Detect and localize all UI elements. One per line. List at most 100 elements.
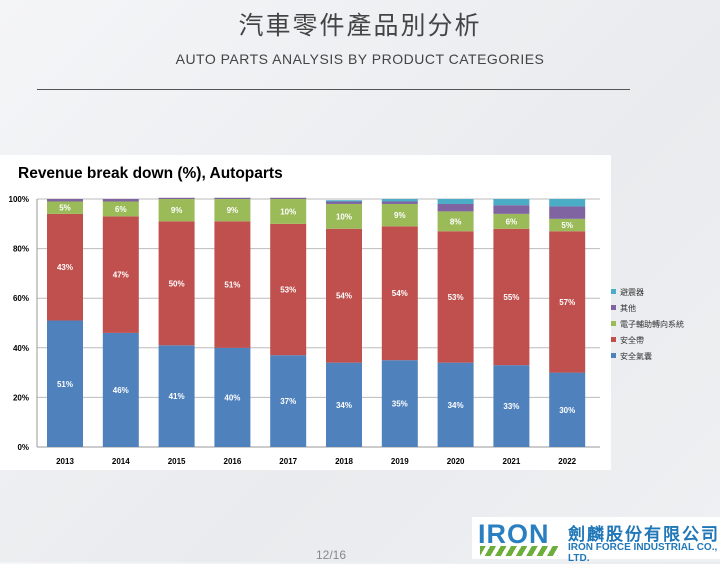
company-logo: IRON 劍麟股份有限公司 IRON FORCE INDUSTRIAL CO.,… — [472, 517, 720, 564]
x-tick-label: 2014 — [112, 457, 130, 466]
bar-segment — [381, 203, 418, 227]
bar-segment — [437, 203, 474, 212]
data-label: 51% — [57, 380, 73, 389]
data-label: 34% — [336, 401, 352, 410]
bar-segment — [381, 226, 418, 361]
chart-card: Revenue break down (%), Autoparts 0% 20% 4… — [0, 155, 684, 470]
bar-segment — [437, 231, 474, 363]
logo-brand: IRON — [478, 519, 550, 549]
logo-stripes — [480, 546, 558, 556]
bar-segment — [381, 201, 418, 204]
bar-segment — [102, 216, 139, 333]
bar-segment — [549, 231, 586, 373]
data-label: 10% — [336, 212, 352, 221]
page-number: 12/16 — [316, 548, 347, 562]
bar-segment — [326, 203, 362, 229]
bar-segment — [102, 332, 139, 447]
data-label: 9% — [394, 211, 406, 220]
bar-segment — [102, 199, 139, 202]
data-label: 46% — [113, 386, 129, 395]
bar-segment — [493, 228, 530, 366]
bar-segment — [270, 199, 307, 224]
legend-label: 電子輔助轉向系統 — [620, 319, 684, 329]
data-label: 5% — [561, 221, 573, 230]
slide-title: 汽車零件產品別分析 — [238, 11, 482, 40]
data-label: 51% — [224, 281, 240, 290]
y-tick-label: 20% — [13, 393, 29, 402]
bar-segment — [158, 221, 195, 346]
bar-segment — [158, 345, 195, 447]
legend-swatch — [611, 353, 616, 358]
bar-segment — [381, 360, 418, 447]
bar-segment — [214, 197, 251, 199]
data-label: 54% — [336, 292, 352, 301]
bar-segment — [493, 205, 530, 214]
x-tick-label: 2018 — [335, 457, 353, 466]
bar-segment — [102, 201, 139, 217]
bar-segment — [549, 199, 586, 207]
x-tick-label: 2016 — [224, 457, 242, 466]
bar-segment — [549, 372, 586, 447]
x-tick-label: 2020 — [447, 457, 465, 466]
bar-segment — [437, 211, 474, 232]
title-divider — [37, 89, 630, 90]
bar-segment — [47, 320, 83, 447]
bar-segment — [158, 197, 195, 199]
bar-segment — [437, 199, 474, 204]
bar-segment — [47, 199, 83, 202]
data-label: 53% — [448, 293, 464, 302]
data-label: 57% — [559, 298, 575, 307]
bar-segment — [549, 218, 586, 232]
bar-segment — [158, 199, 195, 222]
data-label: 40% — [224, 393, 240, 402]
bar-segment — [549, 206, 586, 219]
legend-label: 安全帶 — [620, 335, 644, 345]
y-tick-label: 60% — [13, 294, 29, 303]
bar-segment — [493, 365, 530, 447]
bar-segment — [214, 347, 251, 447]
legend-swatch — [611, 289, 616, 294]
data-label: 6% — [115, 205, 127, 214]
bar-segment — [214, 199, 251, 222]
bar-segment — [493, 199, 530, 206]
x-tick-label: 2015 — [168, 457, 186, 466]
data-label: 35% — [392, 400, 408, 409]
logo-company-cn: 劍麟股份有限公司 — [568, 525, 720, 545]
legend-label: 其他 — [620, 303, 636, 313]
y-tick-label: 80% — [13, 245, 29, 254]
logo-company-en: IRON FORCE INDUSTRIAL CO., LTD. — [568, 542, 718, 564]
data-label: 47% — [113, 271, 129, 280]
data-label: 54% — [392, 289, 408, 298]
x-tick-label: 2019 — [391, 457, 409, 466]
data-label: 34% — [448, 401, 464, 410]
bar-segment — [326, 201, 362, 204]
x-tick-label: 2022 — [558, 457, 576, 466]
bar-segment — [326, 200, 362, 202]
data-label: 37% — [280, 397, 296, 406]
bar-segment — [270, 355, 307, 447]
data-label: 43% — [57, 263, 73, 272]
data-label: 10% — [280, 207, 296, 216]
data-label: 53% — [280, 286, 296, 295]
data-label: 6% — [506, 217, 518, 226]
y-tick-label: 100% — [9, 195, 29, 204]
data-label: 8% — [450, 217, 462, 226]
bar-segment — [47, 201, 83, 214]
data-label: 5% — [59, 204, 71, 213]
stacked-bar-chart: 0% 20% 40% 60% 80% 100% 51% 43% 5% 2013 46% 47% 6% 20… — [9, 195, 684, 466]
legend-label: 安全氣囊 — [620, 351, 652, 361]
y-tick-label: 0% — [17, 443, 29, 452]
data-label: 9% — [227, 206, 239, 215]
chart-title: Revenue break down (%), Autoparts — [18, 165, 283, 182]
bar-segment — [326, 228, 362, 363]
bar-segment — [214, 221, 251, 348]
bar-segment — [493, 213, 530, 229]
slide-subtitle: AUTO PARTS ANALYSIS BY PRODUCT CATEGORIE… — [175, 51, 545, 67]
legend-label: 避震器 — [620, 287, 644, 297]
legend-swatch — [611, 321, 616, 326]
legend-swatch — [611, 337, 616, 342]
y-tick-label: 40% — [13, 344, 29, 353]
legend-swatch — [611, 305, 616, 310]
data-label: 33% — [503, 402, 519, 411]
bar-segment — [381, 199, 418, 202]
